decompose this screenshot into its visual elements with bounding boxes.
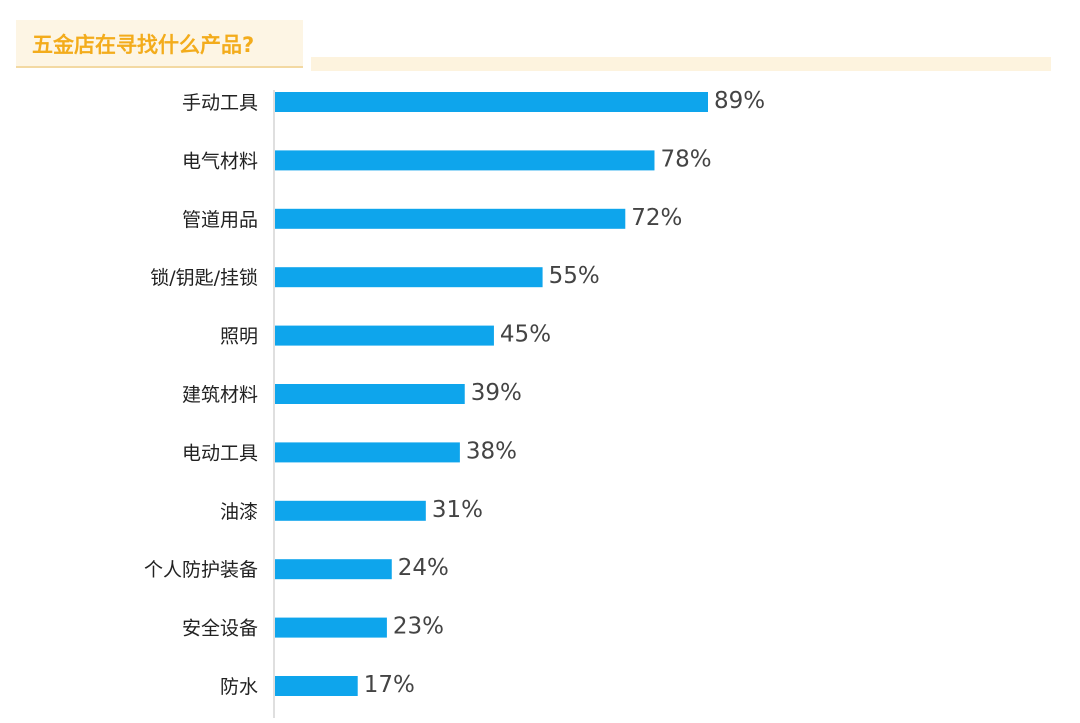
- category-label: 管道用品: [182, 209, 258, 231]
- bar: [275, 325, 494, 346]
- category-label: 油漆: [220, 501, 258, 523]
- category-label: 防水: [220, 676, 258, 698]
- value-label: 23%: [393, 614, 444, 640]
- bar: [275, 267, 543, 288]
- bar: [275, 384, 465, 404]
- category-label: 手动工具: [182, 92, 258, 114]
- value-label: 24%: [398, 555, 449, 581]
- value-label: 17%: [364, 672, 415, 698]
- bar: [275, 442, 460, 463]
- category-label: 电动工具: [182, 442, 258, 464]
- category-label: 安全设备: [182, 618, 258, 640]
- value-label: 72%: [631, 205, 682, 231]
- bar: [275, 208, 626, 229]
- category-label: 个人防护装备: [144, 559, 258, 581]
- bar: [275, 559, 392, 580]
- category-label: 锁/钥匙/挂锁: [150, 267, 258, 289]
- category-label: 建筑材料: [182, 384, 258, 406]
- bar: [275, 500, 426, 521]
- value-label: 39%: [471, 380, 522, 406]
- category-label: 照明: [220, 326, 258, 348]
- value-label: 89%: [714, 88, 765, 114]
- chart-title: 五金店在寻找什么产品?: [32, 33, 255, 57]
- title-underline-band: [311, 57, 1051, 71]
- value-label: 45%: [500, 322, 551, 348]
- value-label: 78%: [660, 146, 711, 172]
- bar: [275, 92, 708, 112]
- value-label: 31%: [432, 497, 483, 523]
- bar: [275, 617, 387, 638]
- chart-title-banner: 五金店在寻找什么产品?: [16, 20, 303, 68]
- category-label: 电气材料: [182, 150, 258, 172]
- value-label: 38%: [466, 438, 517, 464]
- bar: [275, 676, 358, 696]
- value-label: 55%: [549, 263, 600, 289]
- bar: [275, 150, 655, 171]
